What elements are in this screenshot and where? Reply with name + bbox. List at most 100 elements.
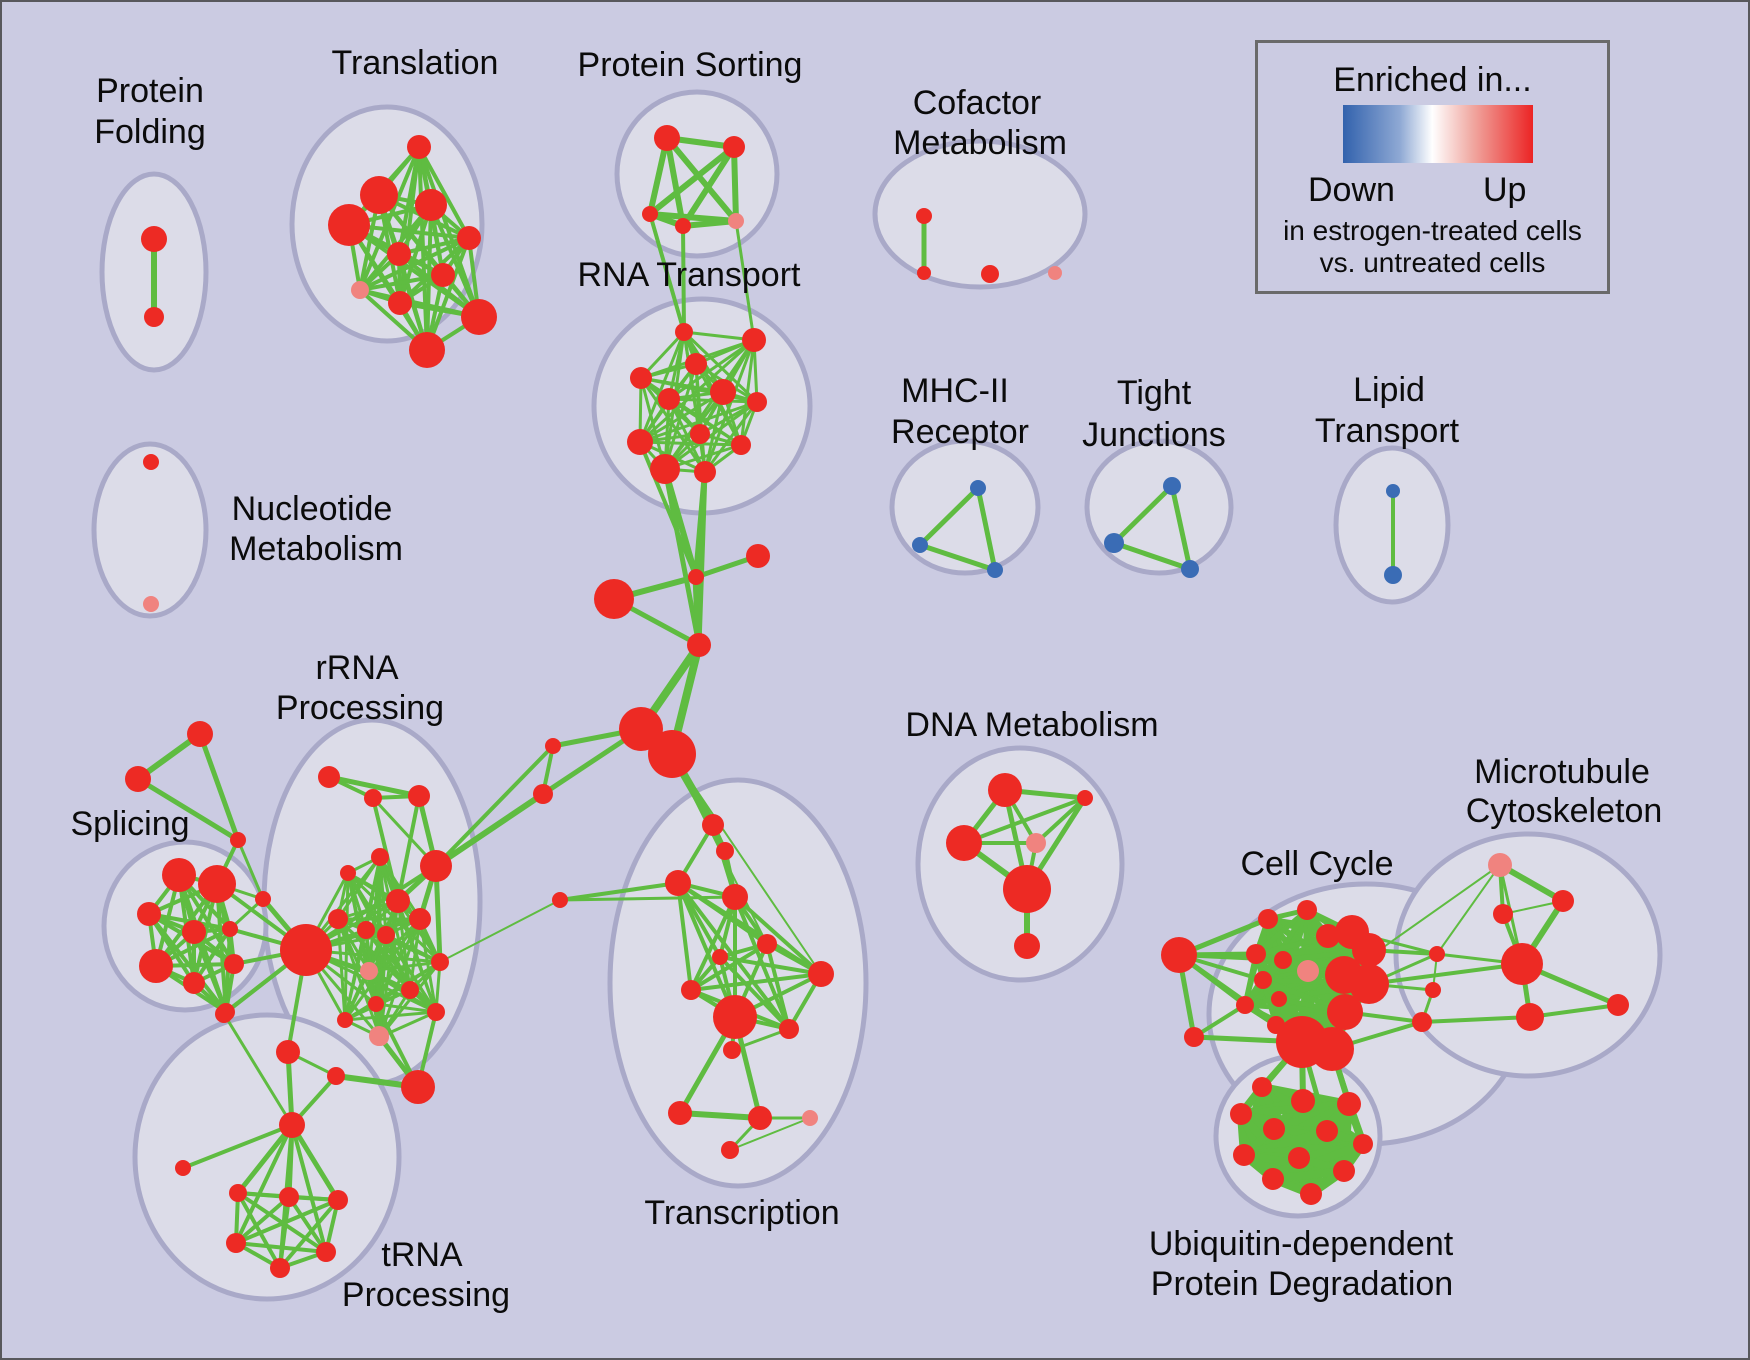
gene-set-node bbox=[461, 299, 497, 335]
gene-set-node bbox=[627, 429, 653, 455]
gene-set-node bbox=[675, 218, 691, 234]
legend-down-label: Down bbox=[1308, 171, 1395, 209]
gene-set-node bbox=[316, 1242, 336, 1262]
edge bbox=[1111, 540, 1193, 572]
edge bbox=[703, 400, 759, 474]
edge bbox=[1192, 1003, 1247, 1039]
gene-set-node bbox=[1412, 1012, 1432, 1032]
gene-set-node bbox=[1163, 477, 1181, 495]
gene-set-node bbox=[1233, 1144, 1255, 1166]
gene-set-node bbox=[183, 972, 205, 994]
edge bbox=[433, 791, 546, 869]
edge bbox=[398, 203, 433, 305]
gene-set-node bbox=[409, 908, 431, 930]
edge bbox=[234, 1195, 291, 1245]
gene-set-node bbox=[723, 1041, 741, 1059]
cluster-label-translation: Translation bbox=[332, 44, 499, 82]
edge bbox=[681, 224, 686, 334]
edge bbox=[278, 1198, 340, 1270]
gene-set-node bbox=[401, 1070, 435, 1104]
gene-set-node bbox=[747, 392, 767, 412]
edge bbox=[718, 955, 791, 1031]
gene-set-node bbox=[665, 870, 691, 896]
gene-set-node bbox=[716, 842, 734, 860]
cluster-label-mhc-1: MHC-II bbox=[901, 372, 1009, 410]
edge bbox=[336, 917, 347, 1022]
cluster-ellipse-cofactor-metabolism bbox=[872, 138, 1088, 290]
gene-set-node bbox=[728, 213, 744, 229]
edge bbox=[647, 144, 737, 217]
cluster-label-microtubule-1: Microtubule bbox=[1474, 753, 1650, 791]
gene-set-node bbox=[1493, 904, 1513, 924]
edge bbox=[371, 796, 400, 903]
gene-set-node bbox=[175, 1160, 191, 1176]
edge bbox=[290, 1123, 328, 1254]
gene-set-node bbox=[1181, 560, 1199, 578]
edge bbox=[917, 485, 981, 548]
gene-set-node bbox=[688, 569, 704, 585]
edge bbox=[638, 440, 698, 579]
gene-set-node bbox=[746, 544, 770, 568]
cluster-label-nucleotide-1: Nucleotide bbox=[232, 490, 393, 528]
cluster-label-mhc-2: Receptor bbox=[891, 413, 1029, 451]
edge bbox=[671, 753, 822, 975]
gene-set-node bbox=[141, 226, 167, 252]
gene-set-node bbox=[415, 189, 447, 221]
gene-set-node bbox=[650, 454, 680, 484]
edge bbox=[662, 466, 702, 648]
legend-up-label: Up bbox=[1483, 171, 1527, 209]
edge bbox=[1034, 796, 1087, 845]
edge bbox=[439, 899, 561, 963]
gene-set-node bbox=[407, 135, 431, 159]
gene-set-node bbox=[279, 1187, 299, 1207]
gene-set-node bbox=[1104, 533, 1124, 553]
edge bbox=[676, 881, 737, 1019]
edge bbox=[378, 933, 388, 1039]
edge bbox=[962, 796, 1087, 845]
gene-set-node bbox=[427, 1003, 445, 1021]
gene-set-node bbox=[912, 537, 928, 553]
gene-set-node bbox=[1429, 946, 1445, 962]
gene-set-node bbox=[702, 814, 724, 836]
gene-set-node bbox=[1271, 991, 1287, 1007]
gene-set-node bbox=[731, 435, 751, 455]
gene-set-node bbox=[1607, 994, 1629, 1016]
gene-set-node bbox=[369, 1026, 389, 1046]
edge bbox=[343, 928, 368, 1022]
gene-set-node bbox=[1288, 1147, 1310, 1169]
cluster-label-trna-1: tRNA bbox=[381, 1236, 463, 1274]
gene-set-node bbox=[371, 848, 389, 866]
gene-set-node bbox=[328, 909, 348, 929]
edge bbox=[326, 774, 422, 799]
gene-set-node bbox=[386, 889, 410, 913]
gene-set-node bbox=[1297, 900, 1317, 920]
cluster-label-protein-folding-2: Folding bbox=[94, 113, 206, 151]
cluster-label-cell-cycle: Cell Cycle bbox=[1240, 845, 1393, 883]
gene-set-node bbox=[748, 1106, 772, 1130]
edge bbox=[558, 881, 680, 902]
edge bbox=[648, 212, 686, 334]
gene-set-node bbox=[1386, 484, 1400, 498]
cluster-label-ubiquitin-2: Protein Degradation bbox=[1151, 1265, 1453, 1303]
cluster-label-trna-2: Processing bbox=[342, 1276, 510, 1314]
edge bbox=[234, 1198, 340, 1245]
gene-set-node bbox=[1048, 266, 1062, 280]
edge bbox=[358, 145, 421, 292]
cluster-label-nucleotide-2: Metabolism bbox=[229, 530, 403, 568]
edge bbox=[135, 776, 241, 843]
gene-set-node bbox=[594, 579, 634, 619]
edge bbox=[689, 972, 823, 992]
gene-set-node bbox=[533, 784, 553, 804]
cluster-label-dna-metabolism: DNA Metabolism bbox=[905, 706, 1158, 744]
edge bbox=[418, 917, 438, 1014]
edge bbox=[1420, 1015, 1532, 1024]
gene-set-node bbox=[327, 1067, 345, 1085]
edge bbox=[667, 338, 756, 401]
cluster-label-transcription: Transcription bbox=[644, 1194, 839, 1232]
gene-set-node bbox=[552, 892, 568, 908]
gene-set-node bbox=[713, 995, 757, 1039]
gene-set-node bbox=[279, 1112, 305, 1138]
gene-set-node bbox=[368, 996, 384, 1012]
gene-set-node bbox=[226, 1233, 246, 1253]
